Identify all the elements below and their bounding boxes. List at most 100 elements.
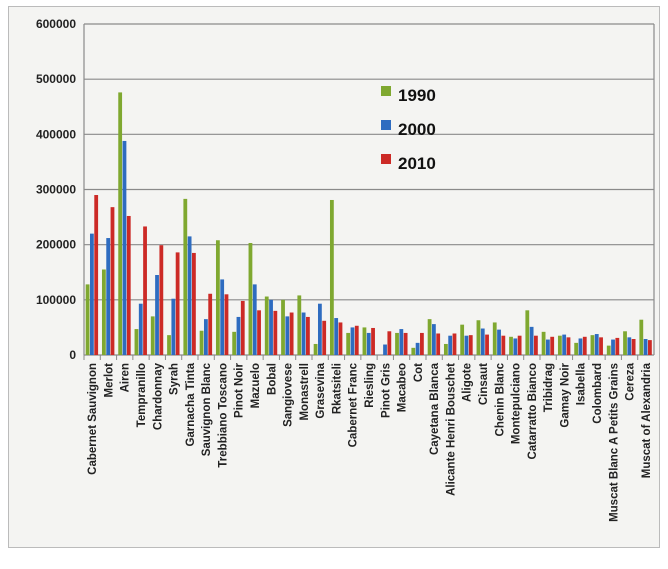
bar-1990 [427, 319, 432, 355]
bar-2010 [452, 333, 457, 355]
bar-1990 [509, 336, 513, 355]
bar-2000 [203, 319, 208, 355]
bar-1990 [443, 343, 448, 355]
y-tick-label: 0 [69, 348, 76, 362]
bar-2000 [334, 318, 339, 355]
bar-2010 [566, 337, 571, 355]
bar-2000 [415, 342, 420, 355]
bar-2010 [631, 339, 636, 355]
x-tick-label: Bobal [266, 363, 278, 395]
x-tick-label: Merlot [103, 363, 115, 398]
bar-2000 [383, 344, 387, 355]
x-tick-label: Gamay Noir [559, 362, 571, 427]
bar-2010 [192, 252, 196, 355]
bar-1990 [101, 269, 106, 355]
bar-2000 [643, 339, 648, 355]
bar-2010 [648, 340, 652, 355]
chart-frame [8, 6, 660, 548]
bar-2010 [615, 337, 620, 355]
bar-1990 [167, 335, 171, 355]
bar-1990 [590, 335, 595, 355]
y-tick-label: 600000 [36, 17, 76, 31]
bar-2010 [159, 245, 164, 355]
x-tick-label: Chenin Blanc [494, 362, 506, 436]
x-tick-label: Pinot Gris [380, 363, 392, 418]
x-tick-label: Cayetana Blanca [429, 362, 441, 455]
bar-2000 [399, 329, 404, 355]
bar-2010 [289, 312, 294, 355]
legend-label: 1990 [398, 86, 436, 105]
y-tick-label: 200000 [36, 238, 76, 252]
x-tick-label: Syrah [169, 363, 181, 395]
bar-2010 [436, 333, 441, 355]
bar-1990 [411, 347, 416, 355]
bar-1990 [541, 331, 546, 355]
bar-2010 [224, 294, 229, 355]
bar-2000 [513, 338, 518, 355]
bar-2010 [338, 322, 343, 355]
bar-2000 [611, 339, 615, 355]
bar-2010 [354, 325, 359, 355]
y-tick-label: 100000 [36, 293, 76, 307]
bar-1990 [395, 332, 399, 355]
bar-1990 [215, 240, 220, 355]
x-tick-label: Airen [120, 363, 132, 392]
bar-2000 [220, 279, 225, 355]
x-tick-label: Muscat of Alexandria [641, 362, 653, 478]
bar-1990 [557, 335, 562, 355]
bar-2010 [485, 334, 489, 355]
x-tick-label: Sauvignon Blanc [201, 362, 213, 456]
bar-2000 [269, 299, 273, 355]
bar-1990 [476, 320, 481, 355]
y-tick-label: 500000 [36, 72, 76, 86]
bar-1990 [606, 345, 611, 355]
bar-2010 [175, 252, 180, 355]
bar-2010 [403, 332, 408, 355]
bar-2000 [431, 324, 436, 355]
bar-2000 [236, 316, 241, 355]
x-tick-label: Cabernet Sauvignon [87, 363, 99, 475]
bar-2010 [143, 226, 147, 355]
bar-2000 [285, 316, 290, 355]
bar-1990 [281, 299, 285, 355]
bar-2010 [420, 332, 424, 355]
bar-2000 [366, 332, 371, 355]
x-tick-label: Cabernet Franc [348, 362, 360, 447]
bar-1990 [118, 92, 123, 355]
bar-2000 [545, 339, 550, 355]
x-tick-label: Colombard [592, 363, 604, 424]
x-tick-label: Garnacha Tinta [185, 362, 197, 446]
bar-1990 [150, 316, 155, 355]
x-tick-label: Sangiovese [283, 363, 295, 427]
bar-2000 [497, 329, 501, 355]
bar-2000 [138, 303, 143, 355]
bar-2010 [582, 336, 587, 355]
bar-2010 [257, 310, 261, 355]
x-tick-label: Montepulciano [511, 363, 523, 444]
bar-2010 [306, 316, 310, 355]
x-tick-label: Catarratto Bianco [527, 363, 539, 460]
bar-1990 [297, 295, 302, 355]
bar-2010 [550, 336, 555, 355]
x-tick-label: Riesling [364, 363, 376, 408]
bar-1990 [525, 310, 530, 355]
bar-2010 [110, 207, 115, 355]
bar-1990 [492, 322, 497, 355]
x-tick-label: Chardonnay [152, 362, 164, 430]
bar-2000 [171, 298, 176, 355]
bar-2000 [578, 338, 583, 355]
bar-1990 [346, 332, 351, 355]
legend-label: 2010 [398, 154, 436, 173]
bar-2000 [106, 238, 111, 355]
x-tick-label: Cot [413, 363, 425, 382]
bar-2010 [94, 195, 99, 355]
x-tick-label: Tempranillo [136, 363, 148, 427]
x-tick-label: Aligote [462, 363, 474, 402]
bar-2000 [448, 335, 453, 355]
bar-2010 [501, 335, 506, 355]
y-tick-label: 400000 [36, 127, 76, 141]
bar-1990 [248, 243, 253, 355]
bar-2000 [122, 140, 127, 355]
bar-2000 [464, 335, 469, 355]
